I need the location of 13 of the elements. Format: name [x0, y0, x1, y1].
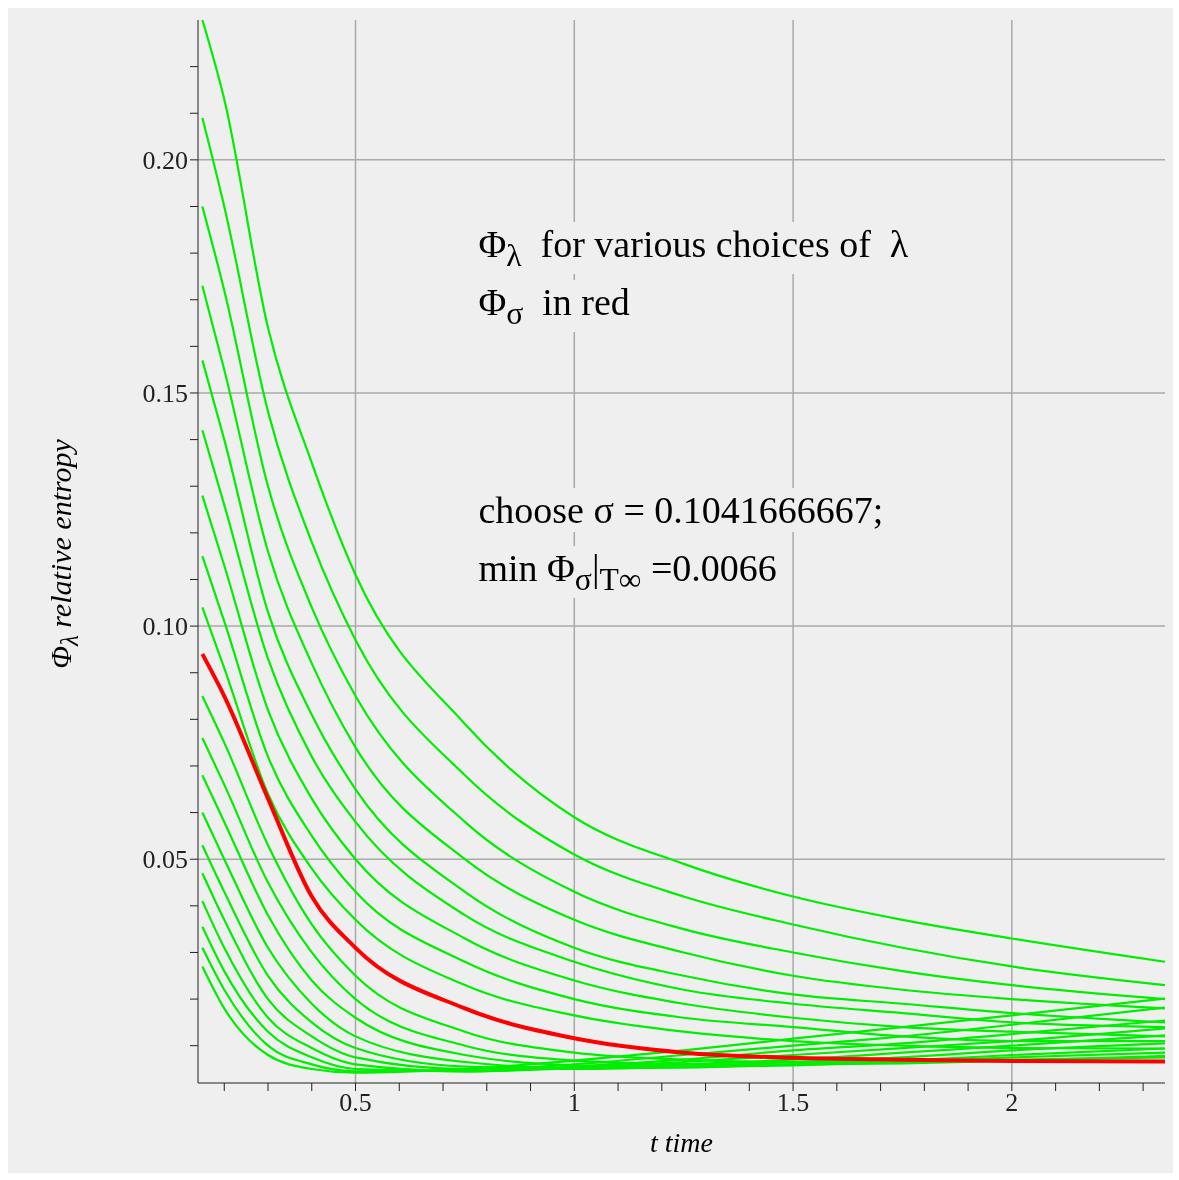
annotation: min Φ$_{σ}$|$_{T∞}$ =0.0066	[478, 546, 777, 598]
x-tick-label: 2	[1005, 1088, 1019, 1118]
x-tick-label: 0.5	[339, 1088, 372, 1118]
y-tick-label: 0.10	[142, 612, 188, 642]
y-tick-label: 0.05	[142, 845, 188, 875]
annotation: choose σ = 0.1041666667;	[478, 487, 884, 532]
x-axis-title: t time	[649, 1127, 714, 1159]
x-tick-label: 1	[567, 1088, 581, 1118]
y-tick-label: 0.15	[142, 379, 188, 409]
x-tick-label: 1.5	[776, 1088, 810, 1118]
y-tick-label: 0.20	[142, 146, 188, 176]
annotation: Φ$_{σ}$ in red	[478, 280, 630, 333]
annotation: Φ$_{λ}$ for various choices of λ	[478, 221, 909, 274]
